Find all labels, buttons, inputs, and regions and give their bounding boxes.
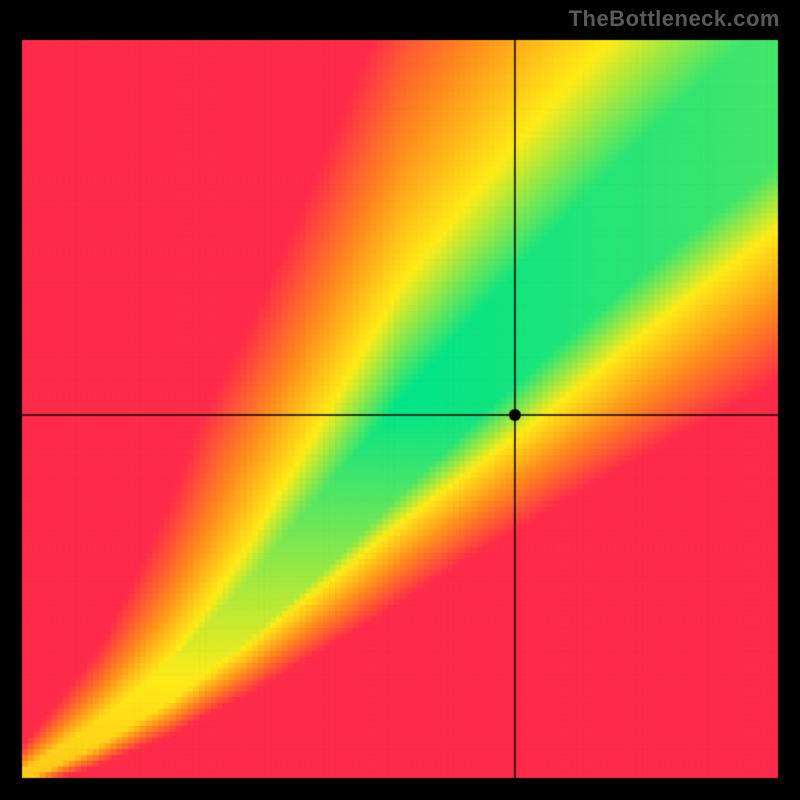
attribution-text: TheBottleneck.com (569, 6, 780, 32)
chart-container: TheBottleneck.com (0, 0, 800, 800)
heatmap-canvas (0, 0, 800, 800)
